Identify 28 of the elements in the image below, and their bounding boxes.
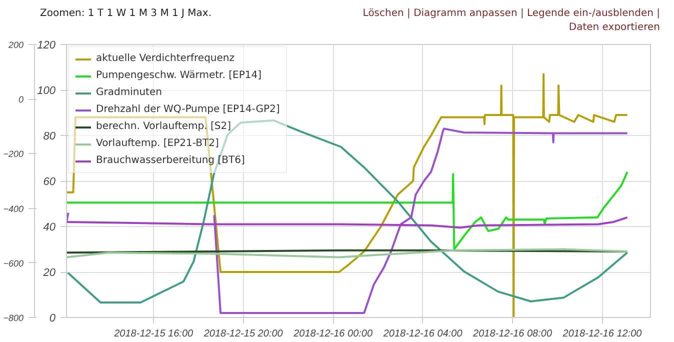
x-tick-label: 2018-12-15 16:00	[113, 328, 194, 340]
text: Löschen | Diagramm anpassen | Legende ein-/ausblenden | Daten exportieren	[362, 7, 660, 36]
y-tick-label: 20	[42, 267, 56, 279]
y2-tick-label: −800	[3, 313, 24, 323]
x-tick-label: 2018-12-16 04:00	[382, 328, 463, 340]
x-tick-label: 2018-12-16 12:00	[562, 328, 642, 340]
y-tick-label: 120	[37, 40, 56, 52]
legend-label: Gradminuten	[96, 87, 162, 98]
y-tick-label: 40	[43, 222, 56, 234]
text: Zoomen: 1 T 1 W 1 M 3 M 1 J Max.	[40, 7, 212, 21]
legend-label: Drehzahl der WQ-Pumpe [EP14-GP2]	[96, 104, 280, 115]
legend-label: berechn. Vorlauftemp. [S2]	[96, 121, 231, 132]
x-tick-label: 2018-12-15 20:00	[202, 328, 284, 340]
legend-label: Brauchwasserbereitung [BT6]	[96, 155, 245, 166]
legend-label: Vorlauftemp. [EP21-BT2]	[96, 138, 219, 149]
y2-tick-label: −400	[3, 204, 24, 214]
y2-tick-label: 0	[18, 94, 24, 105]
y2-tick-label: −600	[3, 258, 24, 268]
y2-tick-label: 200	[7, 40, 24, 50]
x-tick-label: 2018-12-16 00:00	[292, 328, 373, 340]
y-tick-label: 100	[37, 85, 56, 97]
legend-label: aktuelle Verdichterfrequenz	[96, 53, 235, 64]
y-tick-label: 60	[43, 176, 56, 188]
x-tick-label: 2018-12-16 08:00	[472, 328, 552, 340]
legend-label: Pumpengeschw. Wärmetr. [EP14]	[96, 70, 262, 81]
y2-tick-label: −200	[3, 149, 24, 160]
y-tick-label: 80	[43, 130, 56, 142]
y-tick-label: 0	[49, 312, 56, 324]
